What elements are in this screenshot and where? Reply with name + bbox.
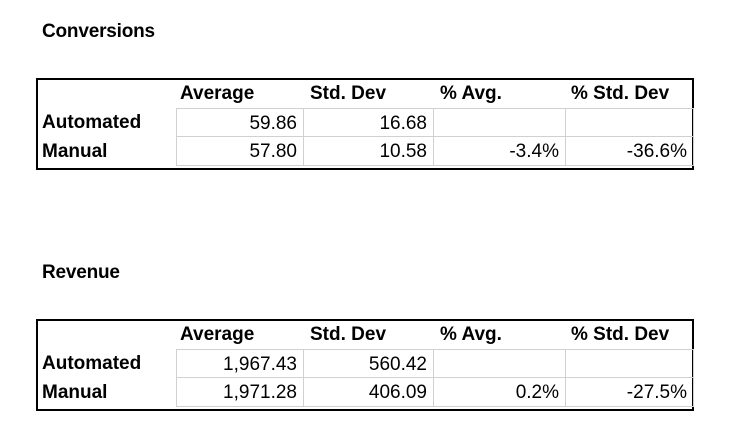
conversions-table: Average Std. Dev % Avg. % Std. Dev Autom… [36, 78, 694, 170]
table-cell [566, 349, 694, 378]
table-cell: 16.68 [304, 108, 434, 137]
table-cell [434, 108, 566, 137]
section-title-revenue: Revenue [42, 262, 120, 283]
column-header-std-dev: Std. Dev [310, 83, 387, 104]
table-cell: 59.86 [176, 108, 304, 137]
row-label-manual: Manual [42, 141, 108, 162]
section-title-conversions: Conversions [42, 21, 155, 42]
table-cell: 57.80 [176, 137, 304, 166]
table-cell: -3.4% [434, 137, 566, 166]
table-cell: 10.58 [304, 137, 434, 166]
table-cell [566, 108, 694, 137]
table-cell: 0.2% [434, 378, 566, 407]
revenue-table: Average Std. Dev % Avg. % Std. Dev Autom… [36, 319, 694, 411]
column-header-std-dev: Std. Dev [310, 324, 387, 345]
column-header-pct-std-dev: % Std. Dev [571, 83, 670, 104]
row-label-automated: Automated [42, 353, 142, 374]
column-header-average: Average [180, 83, 255, 104]
table-cell: -27.5% [566, 378, 694, 407]
column-header-pct-avg: % Avg. [440, 83, 502, 104]
table-cell: 560.42 [304, 349, 434, 378]
column-header-pct-avg: % Avg. [440, 324, 502, 345]
column-header-average: Average [180, 324, 255, 345]
table-cell: 406.09 [304, 378, 434, 407]
table-cell: 1,967.43 [176, 349, 304, 378]
table-cell: 1,971.28 [176, 378, 304, 407]
column-header-pct-std-dev: % Std. Dev [571, 324, 670, 345]
table-cell [434, 349, 566, 378]
row-label-manual: Manual [42, 382, 108, 403]
row-label-automated: Automated [42, 112, 142, 133]
table-cell: -36.6% [566, 137, 694, 166]
